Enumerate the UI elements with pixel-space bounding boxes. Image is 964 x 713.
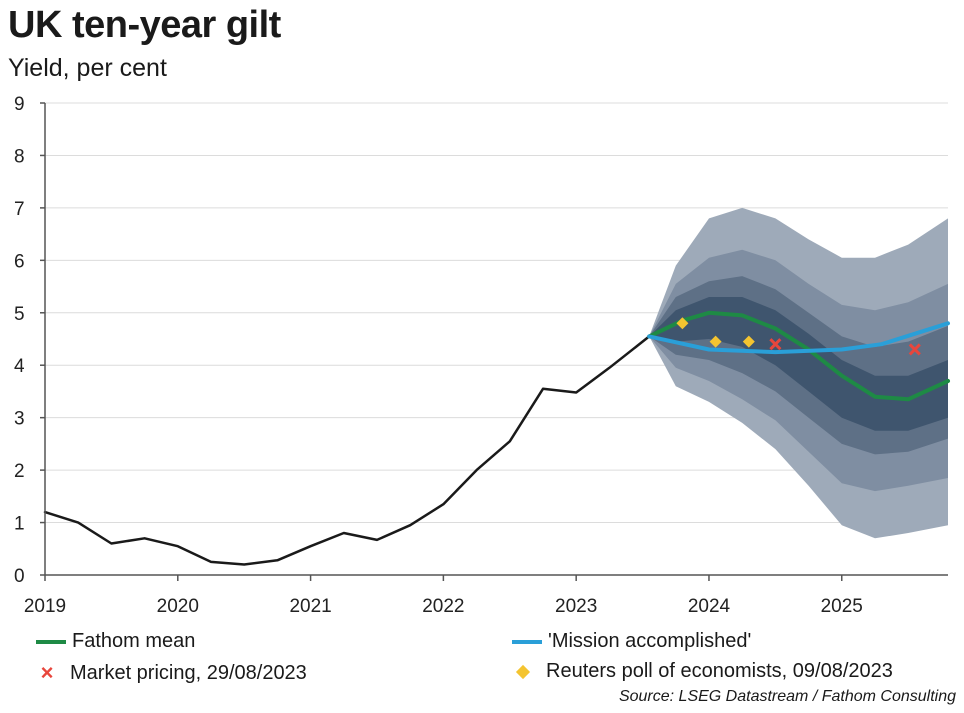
y-tick-label-8: 8 (14, 146, 25, 167)
x-tick-label-2019: 2019 (24, 596, 66, 617)
x-tick-label-2023: 2023 (555, 596, 597, 617)
reuters-poll-point (709, 335, 722, 348)
y-tick-label-2: 2 (14, 461, 25, 482)
legend-label-fathom-mean: Fathom mean (72, 630, 196, 652)
chart-title: UK ten-year gilt (8, 4, 281, 46)
legend-market-pricing: × Market pricing, 29/08/2023 (36, 660, 307, 686)
x-mark-icon: × (40, 660, 54, 685)
legend-reuters-poll: Reuters poll of economists, 09/08/2023 (512, 660, 893, 683)
legend-label-market: Market pricing, 29/08/2023 (70, 661, 307, 684)
series-markers (676, 317, 921, 356)
reuters-poll-point (742, 335, 755, 348)
reuters-poll-point (676, 317, 689, 330)
legend-mission-accomplished: 'Mission accomplished' (512, 630, 751, 653)
y-tick-label-9: 9 (14, 94, 25, 115)
series-lines (43, 310, 950, 566)
legend-swatch-mission (512, 639, 542, 644)
source-note: Source: LSEG Datastream / Fathom Consult… (618, 688, 956, 705)
legend-swatch-fathom-mean (36, 639, 66, 644)
x-tick-label-2022: 2022 (422, 596, 464, 617)
y-tick-label-0: 0 (14, 566, 25, 587)
y-tick-label-5: 5 (14, 304, 25, 325)
x-stroke (908, 343, 921, 356)
market-pricing-point (769, 338, 782, 351)
x-tick-label-2021: 2021 (289, 596, 331, 617)
y-tick-label-3: 3 (14, 409, 25, 430)
series-line-history (43, 335, 651, 566)
y-tick-label-4: 4 (14, 356, 25, 377)
axes: 0 1 2 3 4 5 6 7 8 9 2019 2020 2021 2022 2023 2024 2025 (14, 94, 948, 617)
market-pricing-point (908, 343, 921, 356)
x-tick-label-2020: 2020 (157, 596, 199, 617)
diamond-marker-icon (512, 660, 534, 683)
y-tick-label-7: 7 (14, 199, 25, 220)
fan-chart-bands (649, 207, 948, 539)
y-tick-label-6: 6 (14, 251, 25, 272)
x-stroke (769, 338, 782, 351)
legend-fathom-mean: Fathom mean (36, 630, 195, 653)
series-line-fathom-mean (647, 310, 950, 402)
series-line-mission-accomplished (647, 321, 950, 355)
chart-subtitle: Yield, per cent (8, 54, 167, 82)
x-tick-label-2025: 2025 (821, 596, 863, 617)
x-tick-label-2024: 2024 (688, 596, 731, 617)
legend-label-mission: 'Mission accomplished' (548, 630, 752, 652)
y-tick-label-1: 1 (14, 514, 25, 535)
legend-label-reuters: Reuters poll of economists, 09/08/2023 (546, 660, 893, 682)
